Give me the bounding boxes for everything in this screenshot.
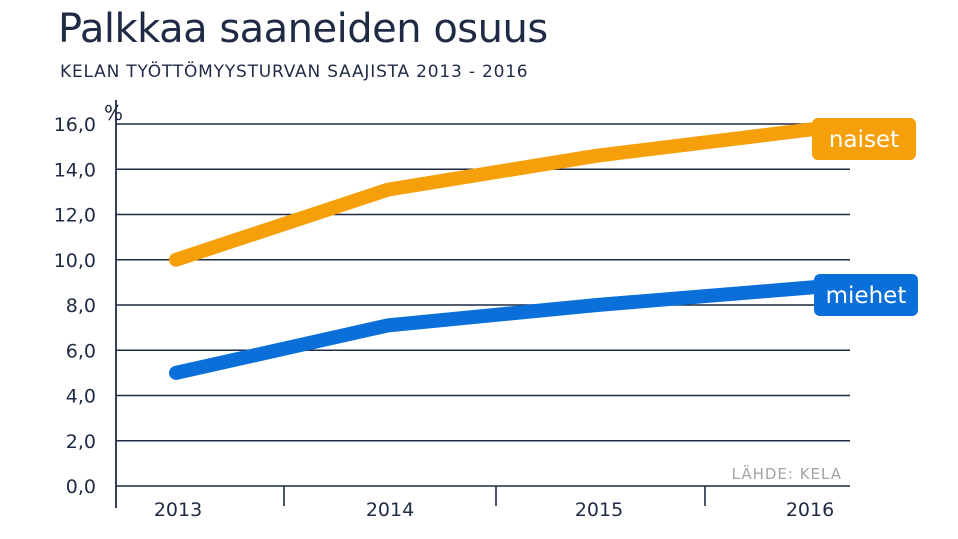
gridlines [115,100,850,508]
series-lines: naiset miehet [169,118,918,380]
y-axis-unit-label: % [104,101,123,125]
y-tick-label: 10,0 [54,250,96,272]
chart-title: Palkkaa saaneiden osuus [58,6,548,52]
y-tick-label: 12,0 [54,205,96,227]
series-label-box-naiset [812,118,916,160]
y-tick-label: 4,0 [66,386,96,408]
y-tick-label: 0,0 [66,476,96,498]
x-axis-ticks: 2013 2014 2015 2016 [154,486,834,521]
series-label-miehet: miehet [826,283,907,309]
series-line-naiset [169,121,825,267]
x-tick-label: 2013 [154,499,202,521]
y-tick-label: 16,0 [54,114,96,136]
chart-subtitle: KELAN TYÖTTÖMYYSTURVAN SAAJISTA 2013 - 2… [60,62,529,82]
x-tick-label: 2015 [575,499,623,521]
series-label-naiset: naiset [829,127,899,153]
y-tick-label: 14,0 [54,159,96,181]
series-line-miehet [169,279,825,380]
y-tick-label: 8,0 [66,295,96,317]
y-axis-ticks: 0,0 2,0 4,0 6,0 8,0 10,0 12,0 14,0 16,0 [54,114,96,498]
x-tick-label: 2014 [366,499,414,521]
series-label-box-miehet [814,274,918,316]
y-tick-label: 2,0 [66,431,96,453]
source-label: LÄHDE: KELA [732,464,842,483]
x-tick-label: 2016 [786,499,834,521]
y-tick-label: 6,0 [66,340,96,362]
